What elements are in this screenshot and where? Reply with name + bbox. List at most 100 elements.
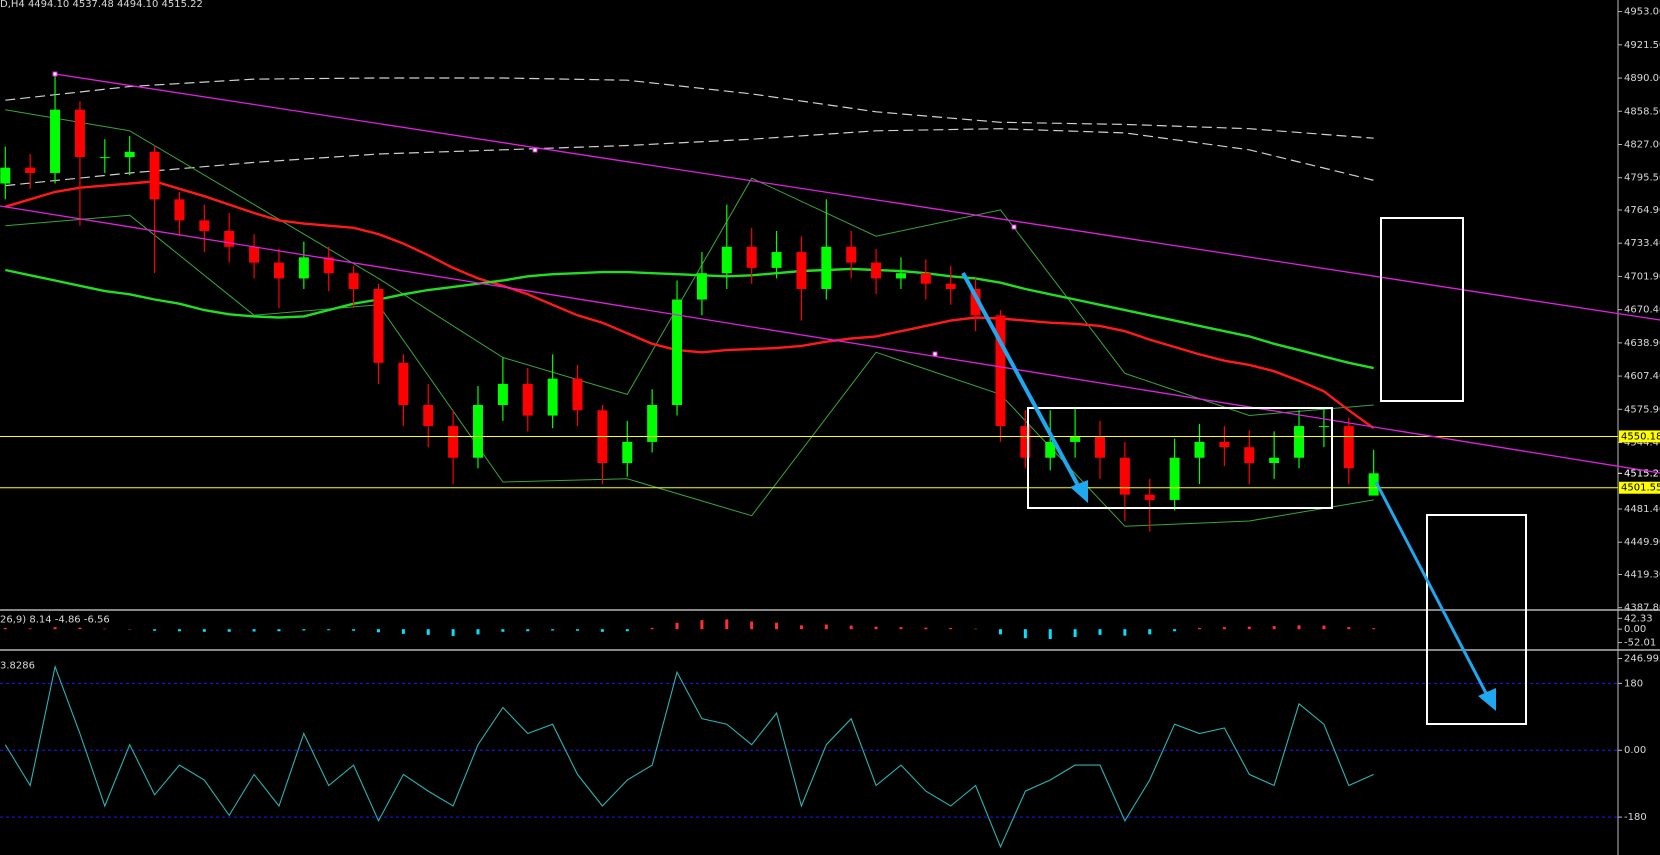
histogram-bar (924, 627, 928, 630)
histogram-bar (128, 629, 132, 630)
moving-average (5, 267, 1374, 370)
histogram-bar (1372, 628, 1376, 630)
candle-body (622, 441, 633, 463)
y-tick-label: 4481.40 (1624, 504, 1660, 515)
y-tick-label: 4670.40 (1624, 305, 1660, 316)
arrow (961, 272, 1082, 490)
histogram-bar (451, 629, 455, 636)
y-tick-label: 4449.90 (1624, 537, 1660, 548)
anchor-point (532, 147, 538, 153)
candle-body (846, 246, 857, 263)
candle-body (547, 378, 558, 416)
histogram-bar (849, 625, 853, 630)
candle-body (970, 288, 981, 316)
histogram-bar (1222, 627, 1226, 630)
y-tick-label: 246.9936 (1624, 654, 1660, 665)
y-tick-label: 4387.80 (1624, 603, 1660, 614)
moving-average (4, 180, 1375, 430)
candle-body (398, 362, 409, 405)
bollinger-band (5, 214, 1374, 527)
y-tick-label: 42.33 (1624, 613, 1653, 624)
candle-body (1094, 436, 1105, 458)
anchor-point (52, 71, 58, 77)
y-tick-label: 0.00 (1624, 624, 1646, 635)
bollinger-band (5, 109, 1374, 417)
y-tick-label: 4953.00 (1624, 7, 1660, 18)
histogram-bar (327, 629, 331, 631)
candle-body (696, 273, 707, 300)
candle-body (821, 246, 832, 289)
candle-body (721, 246, 732, 274)
candle-body (1269, 457, 1280, 463)
candle-body (224, 230, 235, 247)
y-tick-label: 4419.30 (1624, 569, 1660, 580)
y-tick-label: -180 (1624, 812, 1647, 823)
histogram-bar (53, 627, 57, 630)
histogram-bar (1198, 627, 1202, 630)
histogram-bar (202, 629, 206, 632)
y-tick-label: 180 (1624, 678, 1643, 689)
candle-body (1318, 426, 1329, 428)
histogram-bar (3, 627, 7, 630)
level-label-box (1619, 481, 1660, 494)
histogram-bar (874, 626, 878, 630)
histogram-bar (526, 629, 530, 632)
y-tick-label: 4795.50 (1624, 173, 1660, 184)
histogram-bar (1347, 627, 1351, 630)
drawings (0, 71, 1660, 725)
candle-body (423, 404, 434, 427)
histogram-bar (1272, 626, 1276, 630)
candle-body (373, 288, 384, 363)
candle-body (448, 426, 459, 458)
candle-body (1169, 457, 1180, 500)
candle-body (1070, 436, 1081, 442)
candle-body (0, 167, 11, 184)
histogram-bar (153, 629, 157, 631)
anchor-point (932, 351, 938, 357)
candle-body (871, 262, 882, 279)
range-box (1426, 514, 1527, 725)
range-box (1380, 217, 1464, 402)
candle-body (174, 199, 185, 221)
histogram-bar (1048, 629, 1052, 639)
histogram-bar (376, 629, 380, 633)
candle-body (1119, 457, 1130, 495)
candle-body (149, 151, 160, 200)
candle-body (920, 273, 931, 284)
candle-body (1144, 494, 1155, 500)
y-tick-label: 4701.90 (1624, 271, 1660, 282)
candle-body (99, 157, 110, 159)
candle-body (1244, 447, 1255, 463)
chart-header: D,H4 4494.10 4537.48 4494.10 4515.22 (0, 0, 203, 10)
candle-body (323, 257, 334, 274)
candle-body (25, 167, 36, 173)
candle-body (50, 109, 61, 173)
plot: 4953.00 4921.50 4890.00 4858.50 4827.00 4795.… (0, 7, 1660, 849)
histogram-bar (227, 629, 231, 632)
level-label-box (1619, 430, 1660, 443)
histogram-bar (750, 621, 754, 630)
candle-body (522, 383, 533, 416)
y-tick-label: 4638.90 (1624, 338, 1660, 349)
histogram-bar (775, 622, 779, 630)
candle-body (1045, 441, 1056, 458)
level-label: 4550.18 (1621, 431, 1660, 442)
candle-body (995, 315, 1006, 427)
trend-line (54, 73, 1660, 321)
histogram-bar (551, 629, 555, 631)
y-tick-label: 4890.00 (1624, 73, 1660, 84)
candle-body (124, 151, 135, 158)
candle-body (348, 273, 359, 289)
histogram-bar (600, 629, 604, 632)
histogram-bar (28, 628, 32, 630)
histogram-bar (103, 628, 107, 630)
price-label-box (1619, 467, 1660, 480)
histogram-bar (1023, 629, 1027, 639)
candle-body (1294, 426, 1305, 458)
y-tick-label: 4921.50 (1624, 40, 1660, 51)
arrow (1374, 481, 1490, 698)
y-tick-label: 4764.90 (1624, 205, 1660, 216)
histogram-bar (1148, 629, 1152, 635)
